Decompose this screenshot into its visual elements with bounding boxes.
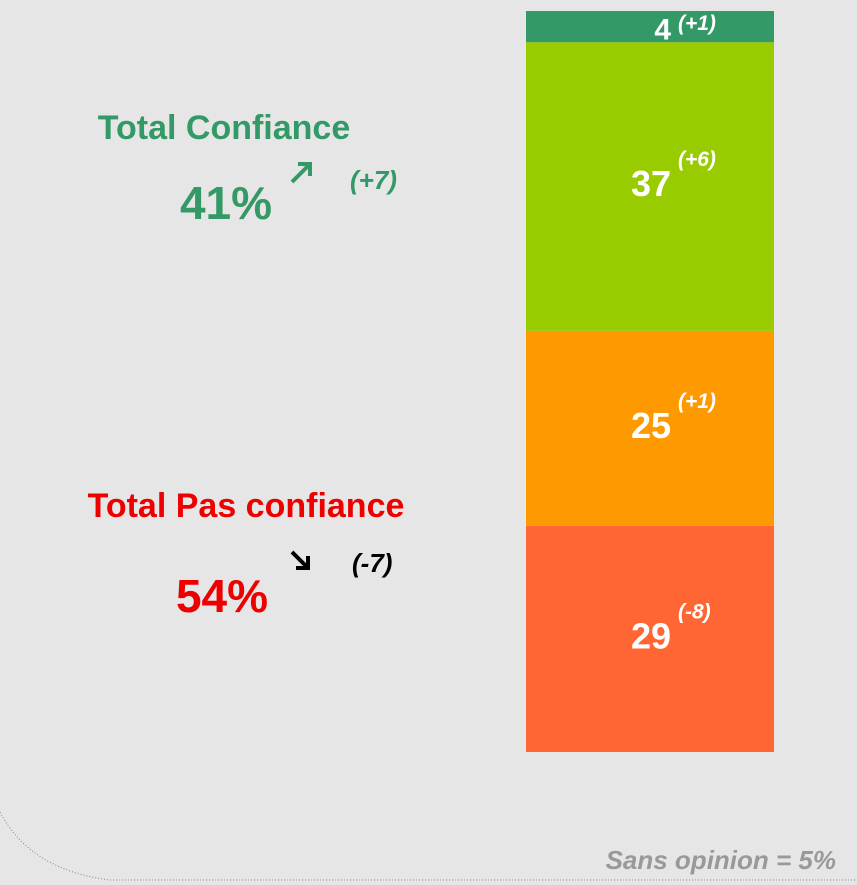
change-label: (+1) [678,12,716,35]
trend-arrow [290,162,312,184]
change-label: (+1) [678,390,716,413]
bar-segment [526,11,774,43]
bar-segment [526,525,774,752]
total-change: (-7) [352,548,392,578]
footnote: Sans opinion = 5% [606,845,836,875]
total-value: 41% [180,177,272,229]
total-value: 54% [176,570,268,622]
trend-arrow [290,550,310,570]
data-label: 29 [631,615,671,656]
data-label: 25 [631,405,671,446]
bar-segment [526,42,774,331]
total-change: (+7) [350,165,397,195]
change-label: (-8) [678,600,711,623]
change-label: (+6) [678,148,716,171]
total-title: Total Confiance [98,109,351,147]
data-label: 37 [631,163,671,204]
data-label: 4 [654,14,671,47]
bar-segment [526,330,774,526]
total-title: Total Pas confiance [88,487,405,525]
